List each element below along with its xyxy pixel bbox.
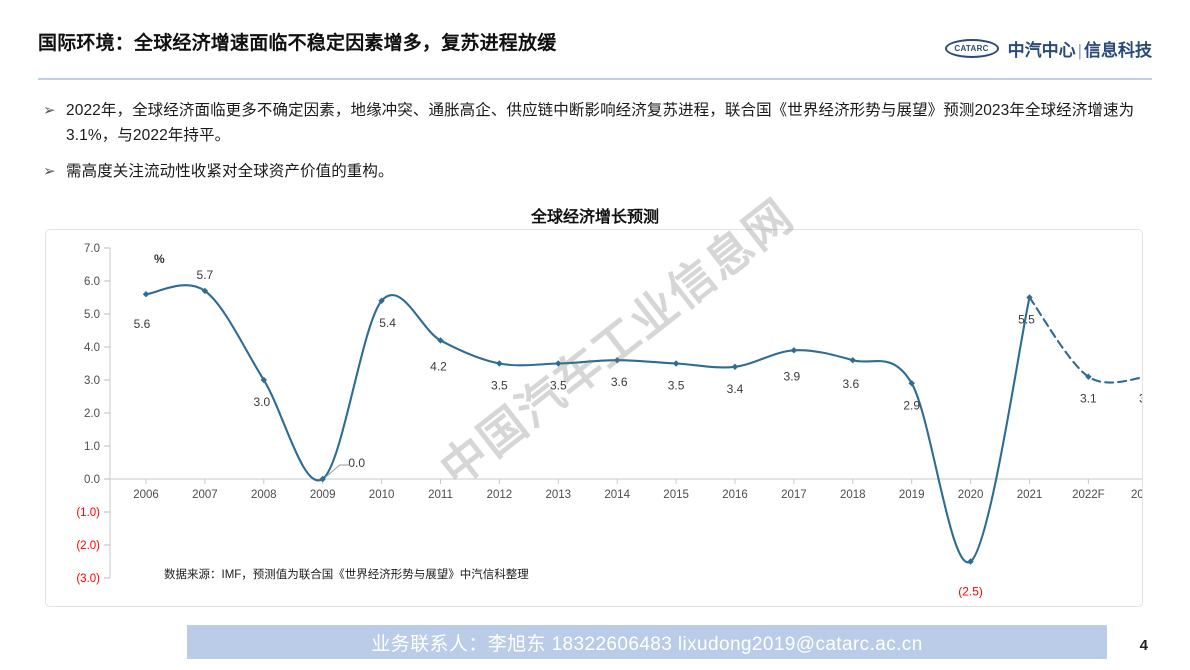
svg-text:2007: 2007 xyxy=(192,489,218,501)
logo-company-name: 中汽中心 xyxy=(1007,41,1076,60)
bullet-text: 需高度关注流动性收紧对全球资产价值的重构。 xyxy=(66,163,394,180)
arrow-bullet-icon: ➢ xyxy=(43,102,56,119)
arrow-bullet-icon: ➢ xyxy=(43,163,56,180)
svg-text:2019: 2019 xyxy=(899,489,925,501)
svg-text:0.0: 0.0 xyxy=(84,474,100,486)
svg-text:2015: 2015 xyxy=(663,489,689,501)
svg-text:3.4: 3.4 xyxy=(727,382,744,396)
svg-text:4.2: 4.2 xyxy=(430,359,447,373)
svg-text:%: % xyxy=(154,252,165,266)
svg-text:2006: 2006 xyxy=(133,489,159,501)
bullet-text: 2022年，全球经济面临更多不确定因素，地缘冲突、通胀高企、供应链中断影响经济复… xyxy=(66,102,1135,144)
svg-text:3.9: 3.9 xyxy=(784,369,801,383)
svg-text:2009: 2009 xyxy=(310,489,336,501)
svg-text:(2.0): (2.0) xyxy=(76,540,100,552)
svg-text:3.5: 3.5 xyxy=(668,379,685,393)
brand-logo: CATARC 中汽中心 | 信息科技 xyxy=(944,36,1152,61)
svg-text:2022F: 2022F xyxy=(1072,489,1105,501)
logo-text: 中汽中心 | 信息科技 xyxy=(1008,36,1152,61)
svg-text:2012: 2012 xyxy=(487,489,513,501)
svg-text:0.0: 0.0 xyxy=(348,456,365,470)
svg-text:5.7: 5.7 xyxy=(197,268,214,282)
svg-text:2021: 2021 xyxy=(1017,489,1043,501)
svg-text:2018: 2018 xyxy=(840,489,866,501)
svg-text:4.0: 4.0 xyxy=(84,342,100,354)
svg-text:2017: 2017 xyxy=(781,489,807,501)
svg-text:2016: 2016 xyxy=(722,489,748,501)
svg-text:3.5: 3.5 xyxy=(491,379,508,393)
page-number: 4 xyxy=(1139,637,1148,654)
svg-text:5.4: 5.4 xyxy=(379,316,396,330)
line-chart: 7.0 6.0 5.0 4.0 3.0 2.0 1.0 0.0 (1.0) (2.0) (3.0)%… xyxy=(76,243,1143,599)
logo-division-name: 信息科技 xyxy=(1084,41,1152,60)
svg-text:1.0: 1.0 xyxy=(84,441,100,453)
contact-footer-bar: 业务联系人：李旭东 18322606483 lixudong2019@catar… xyxy=(187,625,1107,659)
svg-text:3.1: 3.1 xyxy=(1080,392,1097,406)
bullet-list: ➢ 2022年，全球经济面临更多不确定因素，地缘冲突、通胀高企、供应链中断影响经… xyxy=(40,98,1155,195)
catarc-badge-icon: CATARC xyxy=(944,39,999,58)
svg-text:3.0: 3.0 xyxy=(253,395,270,409)
svg-text:2.9: 2.9 xyxy=(903,398,920,412)
svg-text:2010: 2010 xyxy=(369,489,395,501)
svg-text:3.6: 3.6 xyxy=(842,377,859,391)
svg-text:2020: 2020 xyxy=(958,489,984,501)
svg-text:(2.5): (2.5) xyxy=(958,585,983,599)
svg-text:5.6: 5.6 xyxy=(134,317,151,331)
svg-text:5.0: 5.0 xyxy=(84,309,100,321)
header-divider xyxy=(38,78,1152,80)
svg-text:3.6: 3.6 xyxy=(611,375,628,389)
list-item: ➢ 需高度关注流动性收紧对全球资产价值的重构。 xyxy=(40,159,1155,184)
page-title: 国际环境：全球经济增速面临不稳定因素增多，复苏进程放缓 xyxy=(38,33,557,54)
logo-separator: | xyxy=(1077,41,1082,60)
svg-text:2008: 2008 xyxy=(251,489,277,501)
source-note: 数据来源：IMF，预测值为联合国《世界经济形势与展望》中汽信科整理 xyxy=(164,569,529,581)
contact-footer-text: 业务联系人：李旭东 18322606483 lixudong2019@catar… xyxy=(371,633,923,655)
svg-text:3.0: 3.0 xyxy=(84,375,100,387)
chart-panel: 7.0 6.0 5.0 4.0 3.0 2.0 1.0 0.0 (1.0) (2.0) (3.0)%… xyxy=(45,229,1143,607)
svg-text:3.1: 3.1 xyxy=(1139,392,1143,406)
svg-text:2013: 2013 xyxy=(546,489,572,501)
svg-text:7.0: 7.0 xyxy=(84,243,100,255)
svg-text:5.5: 5.5 xyxy=(1018,313,1035,327)
svg-text:2014: 2014 xyxy=(604,489,630,501)
svg-text:2023F: 2023F xyxy=(1131,489,1143,501)
svg-text:2.0: 2.0 xyxy=(84,408,100,420)
svg-text:6.0: 6.0 xyxy=(84,276,100,288)
chart-title: 全球经济增长预测 xyxy=(530,209,659,226)
svg-text:3.5: 3.5 xyxy=(550,379,567,393)
svg-text:2011: 2011 xyxy=(428,489,453,501)
svg-text:(1.0): (1.0) xyxy=(76,507,100,519)
list-item: ➢ 2022年，全球经济面临更多不确定因素，地缘冲突、通胀高企、供应链中断影响经… xyxy=(40,98,1155,148)
svg-text:(3.0): (3.0) xyxy=(76,573,100,585)
